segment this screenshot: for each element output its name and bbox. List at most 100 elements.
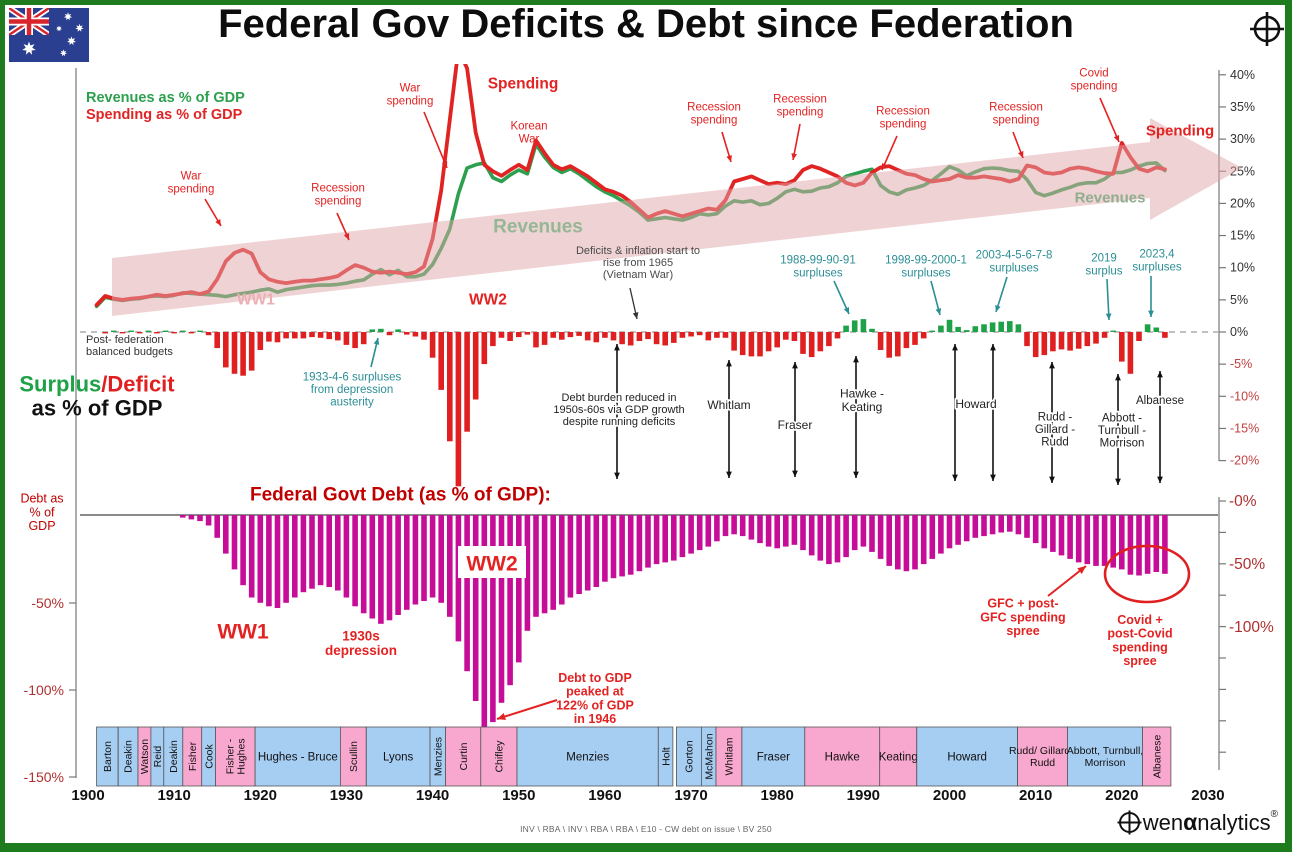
svg-text:10%: 10% xyxy=(1230,261,1255,275)
ann-revenues-center: Revenues xyxy=(493,217,583,238)
svg-text:Hughes: Hughes xyxy=(235,738,247,774)
trend-arrow-band xyxy=(112,118,1242,316)
svg-text:Fisher -: Fisher - xyxy=(224,738,236,774)
svg-text:Gorton: Gorton xyxy=(684,740,696,772)
pm-box-deakin: Deakin xyxy=(163,726,184,787)
ann-post-federation: Post- federation balanced budgets xyxy=(86,334,173,358)
svg-text:Reid: Reid xyxy=(152,746,164,768)
x-axis-labels: 1900 1910 1920 1930 1940 1950 1960 1970 1980 1990… xyxy=(71,787,1224,804)
ann-debt-axis-label: Debt as% of GDP xyxy=(20,492,63,533)
arrow-2019 xyxy=(1105,278,1112,321)
arrow-1998 xyxy=(930,280,942,316)
arrow-debt-burden xyxy=(614,344,620,479)
svg-text:1940: 1940 xyxy=(416,787,449,804)
ann-debt-burden: Debt burden reduced in 1950s-60s via GDP … xyxy=(553,392,684,428)
svg-text:Deakin: Deakin xyxy=(168,740,180,773)
ann-ww1-debt: WW1 xyxy=(217,620,269,643)
svg-text:Menzies: Menzies xyxy=(566,752,609,764)
svg-text:Rudd: Rudd xyxy=(1030,757,1055,769)
svg-text:Deakin: Deakin xyxy=(123,740,135,773)
pm-box-whitlam: Whitlam xyxy=(715,726,743,787)
arrow-hawke-keating xyxy=(853,356,859,478)
ann-albanese: Albanese xyxy=(1136,395,1184,407)
arrow-whitlam xyxy=(726,360,732,478)
arrow-covid-spending xyxy=(1099,97,1120,143)
arrow-howard-1 xyxy=(952,344,958,481)
svg-text:-15%: -15% xyxy=(1230,421,1259,435)
svg-text:Chifley: Chifley xyxy=(494,740,506,773)
svg-text:40%: 40% xyxy=(1230,68,1255,82)
ann-whitlam: Whitlam xyxy=(707,398,750,412)
legend-revenues: Revenues as % of GDP xyxy=(86,90,245,106)
pm-box-lyons: Lyons xyxy=(365,726,431,787)
svg-text:0%: 0% xyxy=(1230,325,1248,339)
svg-text:1960: 1960 xyxy=(588,787,621,804)
svg-text:5%: 5% xyxy=(1230,293,1248,307)
pm-box-scullin: Scullin xyxy=(339,726,367,787)
pm-box-holt: Holt xyxy=(657,726,674,787)
svg-text:Curtin: Curtin xyxy=(458,742,470,770)
pm-box-chifley: Chifley xyxy=(480,726,518,787)
svg-text:Morrison: Morrison xyxy=(1085,757,1126,769)
svg-text:30%: 30% xyxy=(1230,132,1255,146)
source-line: INV \ RBA \ INV \ RBA \ RBA \ E10 - CW d… xyxy=(520,824,772,834)
pm-box-albanese: Albanese xyxy=(1142,726,1172,787)
svg-text:-150%: -150% xyxy=(24,769,64,785)
ann-gfc: GFC + post-GFC spending spree xyxy=(980,597,1065,639)
svg-text:McMahon: McMahon xyxy=(703,733,715,779)
ann-debt-title: Federal Govt Debt (as % of GDP): xyxy=(250,485,551,506)
arrow-war-1 xyxy=(204,198,222,227)
svg-text:1970: 1970 xyxy=(674,787,707,804)
ann-ww2-top: WW2 xyxy=(469,291,507,308)
svg-text:Whitlam: Whitlam xyxy=(724,737,736,775)
australian-flag-icon xyxy=(9,8,89,67)
ann-recession-3: Recession spending xyxy=(773,94,827,119)
svg-text:2000: 2000 xyxy=(933,787,966,804)
svg-text:1930: 1930 xyxy=(330,787,363,804)
ann-korean-war: Korean War xyxy=(510,121,547,146)
ann-ww2-debt: WW2 xyxy=(466,552,517,575)
logo-text-post: nalytics xyxy=(1197,809,1271,835)
svg-text:-50%: -50% xyxy=(31,595,64,611)
svg-text:Hawke: Hawke xyxy=(825,752,860,764)
arrow-2003 xyxy=(995,276,1008,313)
svg-text:Howard: Howard xyxy=(947,752,987,764)
ann-fraser: Fraser xyxy=(778,418,813,432)
pm-box-deakin: Deakin xyxy=(117,726,139,787)
arrow-recession-1 xyxy=(336,212,350,241)
pm-box-howard: Howard xyxy=(916,726,1018,787)
ann-vietnam: Deficits & inflation start to rise from 1… xyxy=(576,245,700,281)
ann-surplus-deficit-sub: as % of GDP xyxy=(32,396,163,421)
pm-box-keating: Keating xyxy=(879,726,918,787)
covid-ellipse xyxy=(1103,544,1191,604)
pm-box-fisher: Fisher xyxy=(182,726,203,787)
pm-box-watson: Watson xyxy=(137,726,152,787)
ann-2023-surpluses: 2023,4 surpluses xyxy=(1132,249,1181,274)
arrow-debt-peak xyxy=(496,699,558,720)
svg-text:2020: 2020 xyxy=(1105,787,1138,804)
svg-text:Rudd/ Gillard /: Rudd/ Gillard / xyxy=(1009,745,1076,757)
debt-bars xyxy=(180,515,1168,730)
ann-hawke-keating: Hawke -Keating xyxy=(840,387,884,414)
arrow-albanese xyxy=(1157,371,1163,483)
arrow-rudd xyxy=(1049,362,1055,483)
svg-text:35%: 35% xyxy=(1230,100,1255,114)
svg-text:Menzies: Menzies xyxy=(432,737,444,776)
ww2-label-box xyxy=(458,546,526,578)
pm-box-fraser: Fraser xyxy=(741,726,806,787)
arrow-howard-2 xyxy=(990,344,996,481)
ann-ww1-top: WW1 xyxy=(237,291,275,308)
ann-recession-2: Recession spending xyxy=(687,102,741,127)
svg-text:-100%: -100% xyxy=(24,682,64,698)
surplus-deficit-bars xyxy=(102,319,1168,487)
ann-2003-surpluses: 2003-4-5-6-7-8 surpluses xyxy=(976,250,1053,275)
ann-2019-surplus: 2019 surplus xyxy=(1085,253,1122,278)
pm-box-hawke: Hawke xyxy=(804,726,881,787)
svg-text:2030: 2030 xyxy=(1191,787,1224,804)
pm-box-hughes: Hughes - Bruce xyxy=(254,726,341,787)
svg-text:-20%: -20% xyxy=(1230,454,1259,468)
svg-text:Albanese: Albanese xyxy=(1151,734,1163,778)
